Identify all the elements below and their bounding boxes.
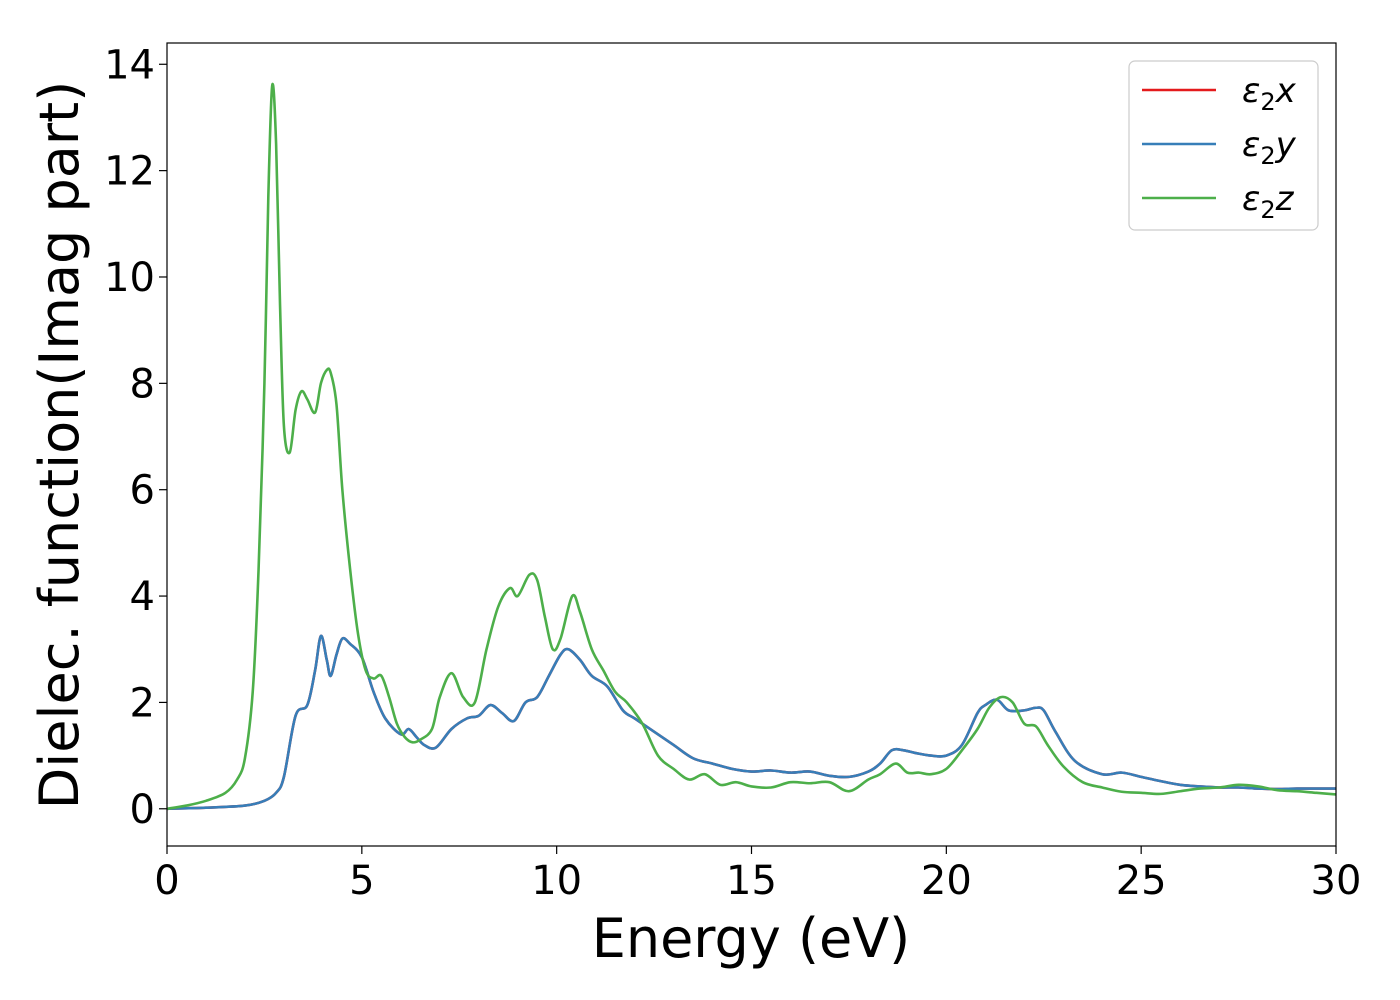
legend-box xyxy=(1128,60,1319,231)
x-tick-label: 15 xyxy=(726,858,777,904)
series-line-z xyxy=(167,82,1336,811)
x-axis-label: Energy (eV) xyxy=(592,907,911,970)
x-tick-label: 30 xyxy=(1311,858,1362,904)
y-tick-label: 10 xyxy=(104,255,155,301)
x-axis: 0 5 10 15 20 25 30 xyxy=(154,846,1361,904)
series-line-y xyxy=(167,634,1336,811)
y-tick-label: 14 xyxy=(104,42,155,88)
y-tick-label: 6 xyxy=(130,468,155,514)
x-tick-label: 25 xyxy=(1116,858,1167,904)
y-tick-label: 2 xyxy=(130,680,155,726)
x-tick-label: 0 xyxy=(154,858,179,904)
legend-label-y: ε2y xyxy=(1242,125,1297,170)
legend: ε2x ε2y ε2z xyxy=(1128,60,1319,231)
x-tick-label: 5 xyxy=(349,858,374,904)
series-layer xyxy=(167,82,1336,811)
legend-label-x: ε2x xyxy=(1242,71,1297,116)
series-line-x xyxy=(167,634,1336,811)
y-tick-label: 12 xyxy=(104,149,155,195)
y-axis-label: Dielec. function(Imag part) xyxy=(28,81,91,810)
y-tick-label: 4 xyxy=(130,574,155,620)
y-tick-label: 8 xyxy=(130,361,155,407)
legend-label-z: ε2z xyxy=(1242,179,1295,224)
x-tick-label: 20 xyxy=(921,858,972,904)
x-tick-label: 10 xyxy=(531,858,582,904)
y-tick-label: 0 xyxy=(130,787,155,833)
y-axis: 0 2 4 6 8 10 12 14 xyxy=(104,42,167,833)
